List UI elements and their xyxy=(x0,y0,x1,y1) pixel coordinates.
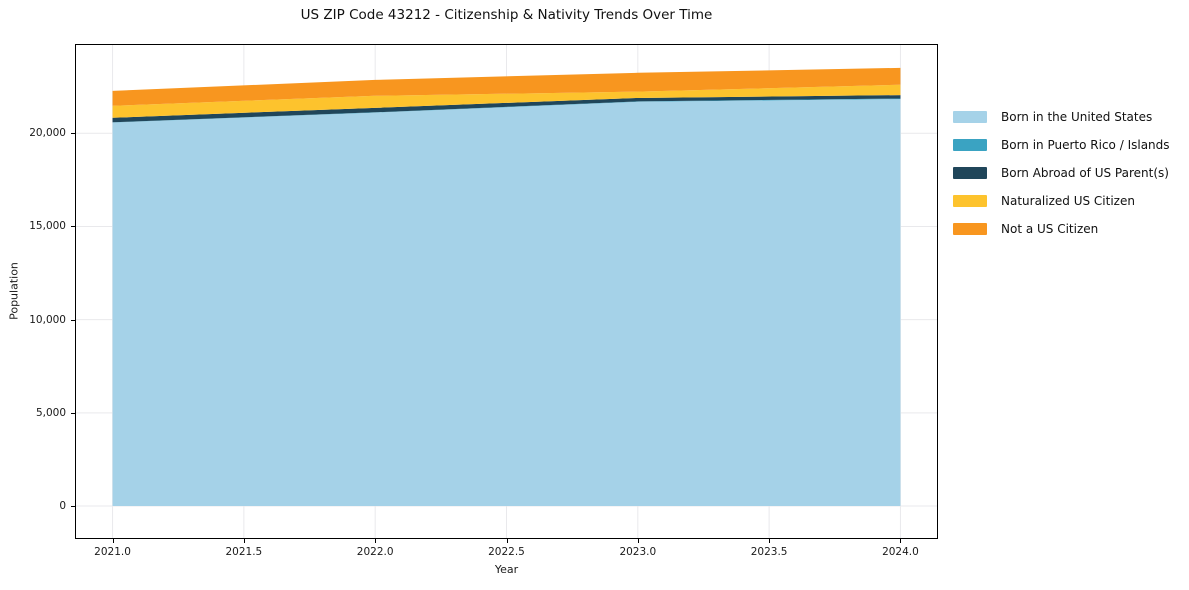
x-axis-label: Year xyxy=(494,563,519,576)
x-tick-label: 2023.0 xyxy=(619,546,657,558)
x-tick-mark xyxy=(900,539,902,543)
x-tick-mark xyxy=(637,539,639,543)
y-tick-mark xyxy=(71,133,75,135)
stacked-area-chart xyxy=(75,44,938,539)
area-series-3 xyxy=(112,84,901,118)
y-tick-label: 20,000 xyxy=(29,127,66,140)
area-series-4 xyxy=(112,67,901,106)
x-tick-mark xyxy=(375,539,377,543)
legend-swatch-icon xyxy=(953,223,987,235)
x-tick-mark xyxy=(243,539,245,543)
legend: Born in the United States Born in Puerto … xyxy=(953,103,1170,243)
legend-label: Born in the United States xyxy=(1001,110,1153,124)
legend-label: Born Abroad of US Parent(s) xyxy=(1001,166,1169,180)
x-tick-label: 2021.0 xyxy=(94,546,131,558)
y-tick-mark xyxy=(71,319,75,321)
y-tick-label: 5,000 xyxy=(35,406,66,419)
legend-label: Not a US Citizen xyxy=(1001,222,1099,236)
x-tick-label: 2022.5 xyxy=(488,546,525,558)
legend-row: Not a US Citizen xyxy=(953,215,1170,243)
y-tick-mark xyxy=(71,506,75,507)
y-tick-label: 15,000 xyxy=(29,220,66,233)
legend-swatch-icon xyxy=(953,195,987,207)
area-series-0 xyxy=(112,99,901,507)
chart-title: US ZIP Code 43212 - Citizenship & Nativi… xyxy=(300,7,713,23)
plot-area xyxy=(75,44,938,539)
legend-row: Born in the United States xyxy=(953,103,1170,131)
legend-row: Born in Puerto Rico / Islands xyxy=(953,131,1170,159)
legend-row: Naturalized US Citizen xyxy=(953,187,1170,215)
area-series-2 xyxy=(112,95,901,123)
y-tick-mark xyxy=(71,412,75,414)
legend-row: Born Abroad of US Parent(s) xyxy=(953,159,1170,187)
y-tick-label: 10,000 xyxy=(29,313,66,326)
legend-swatch-icon xyxy=(953,111,987,123)
x-tick-label: 2023.5 xyxy=(750,546,788,558)
legend-swatch-icon xyxy=(953,139,987,151)
legend-swatch-icon xyxy=(953,167,987,179)
legend-label: Naturalized US Citizen xyxy=(1001,194,1135,208)
y-axis-label: Population xyxy=(7,262,21,320)
x-tick-label: 2022.0 xyxy=(356,546,394,558)
axes-border xyxy=(75,44,938,539)
x-tick-label: 2024.0 xyxy=(882,546,919,558)
x-tick-mark xyxy=(769,539,771,543)
x-tick-mark xyxy=(112,539,114,543)
y-tick-mark xyxy=(71,226,75,228)
legend-label: Born in Puerto Rico / Islands xyxy=(1001,138,1170,152)
x-tick-mark xyxy=(506,539,508,543)
x-tick-label: 2021.5 xyxy=(225,546,263,558)
y-tick-label: 0 xyxy=(59,500,66,512)
